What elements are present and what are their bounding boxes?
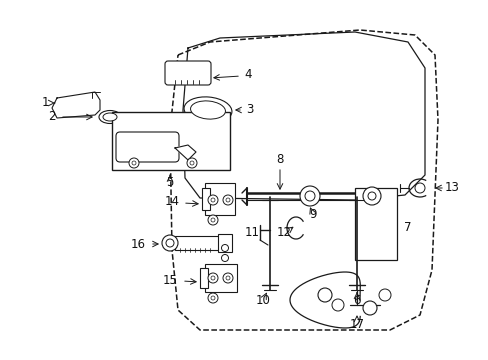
Circle shape <box>132 161 136 165</box>
Bar <box>218 234 231 252</box>
Bar <box>202 188 209 210</box>
Circle shape <box>223 273 232 283</box>
Circle shape <box>221 244 228 252</box>
Circle shape <box>305 191 314 201</box>
Text: 16: 16 <box>130 238 145 251</box>
Circle shape <box>362 187 380 205</box>
Circle shape <box>299 186 319 206</box>
Circle shape <box>210 276 215 280</box>
Text: 13: 13 <box>444 181 459 194</box>
Bar <box>112 112 229 170</box>
Text: 15: 15 <box>162 274 177 287</box>
Circle shape <box>210 296 215 300</box>
Circle shape <box>362 301 376 315</box>
Text: 9: 9 <box>308 208 316 221</box>
Circle shape <box>162 235 178 251</box>
Text: 4: 4 <box>244 68 251 81</box>
Text: 1: 1 <box>41 96 49 109</box>
Circle shape <box>223 195 232 205</box>
Ellipse shape <box>183 97 231 123</box>
Text: 11: 11 <box>244 226 259 239</box>
Text: 7: 7 <box>404 221 411 234</box>
Circle shape <box>207 215 218 225</box>
Bar <box>204 183 235 215</box>
Circle shape <box>378 289 390 301</box>
Text: 3: 3 <box>246 104 253 117</box>
Text: 5: 5 <box>166 176 173 189</box>
Text: 12: 12 <box>276 226 291 239</box>
Circle shape <box>367 192 375 200</box>
Circle shape <box>210 218 215 222</box>
Polygon shape <box>52 92 100 118</box>
Circle shape <box>225 276 229 280</box>
Text: 10: 10 <box>255 293 270 306</box>
Text: 6: 6 <box>352 293 360 306</box>
Bar <box>200 268 207 288</box>
Circle shape <box>207 195 218 205</box>
Circle shape <box>331 299 343 311</box>
FancyBboxPatch shape <box>116 132 179 162</box>
Ellipse shape <box>103 113 117 121</box>
Circle shape <box>165 239 174 247</box>
Circle shape <box>414 183 424 193</box>
Text: 2: 2 <box>48 111 56 123</box>
Circle shape <box>225 198 229 202</box>
Text: 14: 14 <box>164 195 179 208</box>
Circle shape <box>207 293 218 303</box>
Circle shape <box>129 158 139 168</box>
Circle shape <box>190 161 194 165</box>
Bar <box>204 264 237 292</box>
Bar <box>354 188 396 260</box>
Circle shape <box>207 273 218 283</box>
FancyBboxPatch shape <box>164 61 210 85</box>
Circle shape <box>221 255 228 261</box>
Ellipse shape <box>99 111 121 123</box>
Text: 8: 8 <box>276 153 283 166</box>
Circle shape <box>186 158 197 168</box>
Circle shape <box>210 198 215 202</box>
Bar <box>175 236 220 250</box>
Text: 17: 17 <box>349 319 364 332</box>
Circle shape <box>317 288 331 302</box>
Polygon shape <box>175 145 196 160</box>
Ellipse shape <box>190 101 225 119</box>
